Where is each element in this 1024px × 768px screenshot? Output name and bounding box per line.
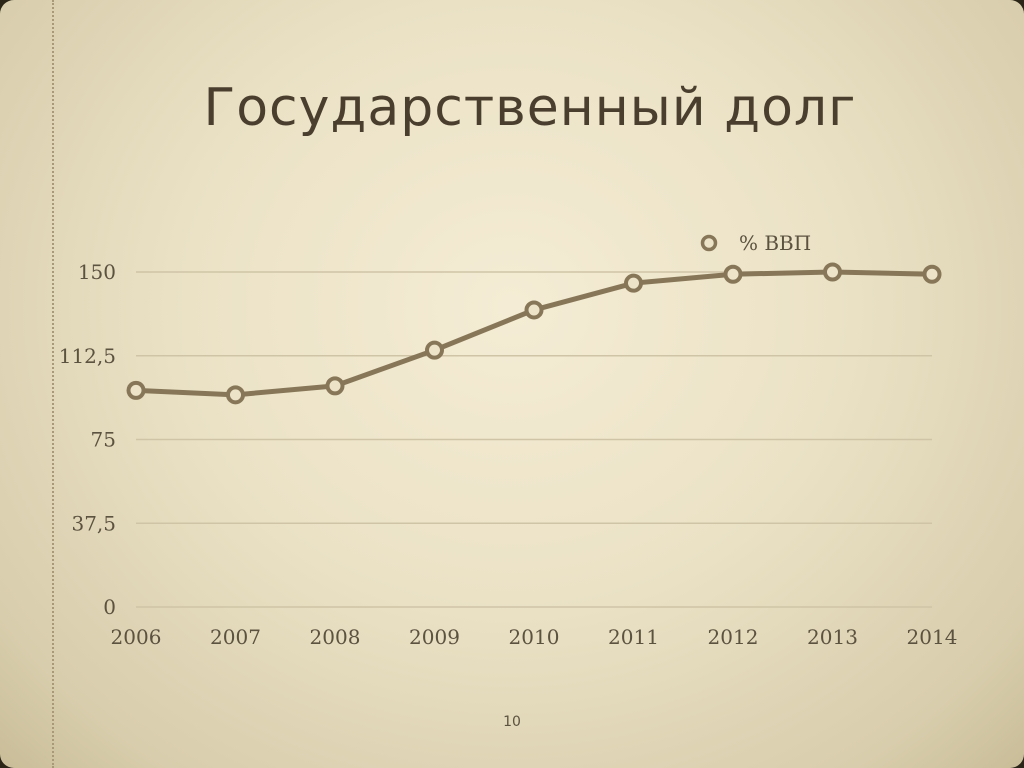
y-tick-label: 150	[78, 260, 116, 284]
data-point	[126, 380, 146, 400]
x-tick-label: 2009	[409, 625, 460, 649]
y-tick-label: 0	[103, 595, 116, 619]
x-tick-label: 2010	[509, 625, 560, 649]
y-tick-label: 75	[91, 428, 116, 452]
data-point	[325, 376, 345, 396]
gridlines	[136, 271, 932, 608]
x-tick-label: 2012	[708, 625, 759, 649]
legend: % ВВП	[700, 231, 811, 255]
x-tick-label: 2007	[210, 625, 261, 649]
y-tick-label: 112,5	[59, 344, 116, 368]
x-tick-label: 2006	[111, 625, 162, 649]
data-point	[922, 264, 942, 284]
slide-title: Государственный долг	[203, 78, 857, 138]
data-point	[624, 273, 643, 293]
x-tick-label: 2008	[310, 625, 361, 649]
x-tick-label: 2013	[807, 625, 858, 649]
legend-marker	[700, 234, 718, 252]
page-number: 10	[503, 714, 521, 730]
series-layer	[126, 262, 942, 405]
x-tick-label: 2011	[608, 625, 659, 649]
stitched-edge	[52, 0, 54, 768]
legend-label: % ВВП	[739, 231, 811, 255]
y-axis-tick-labels: 0 37,5 75 112,5 150	[59, 260, 116, 619]
data-point	[723, 264, 743, 284]
y-tick-label: 37,5	[71, 511, 116, 535]
data-point	[226, 385, 245, 405]
series-line	[133, 269, 935, 398]
data-point	[425, 340, 444, 360]
x-tick-label: 2014	[907, 625, 958, 649]
data-point	[524, 300, 544, 320]
data-point	[823, 262, 842, 282]
x-axis-tick-labels: 2006 2007 2008 2009 2010 2011 2012 2013 2014	[111, 625, 958, 649]
